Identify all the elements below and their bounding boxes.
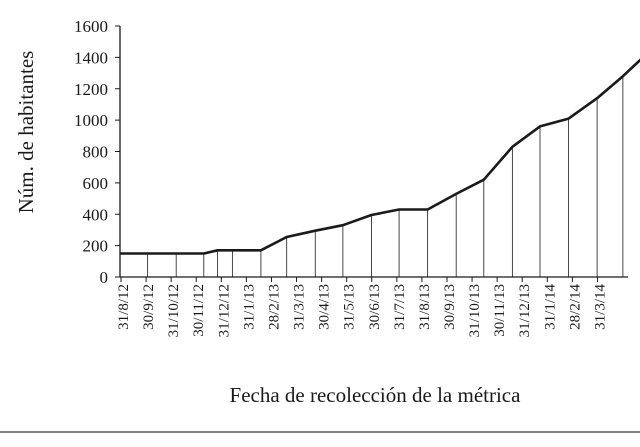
series-line — [120, 40, 640, 253]
y-tick-label: 200 — [83, 237, 109, 256]
series — [120, 40, 640, 254]
x-tick-label: 30/9/13 — [442, 284, 458, 330]
x-tick-label: 30/11/13 — [492, 284, 508, 337]
y-tick-label: 1600 — [74, 17, 108, 36]
y-tick-label: 800 — [83, 143, 109, 162]
x-tick-label: 31/10/12 — [166, 284, 182, 337]
y-axis-title: Núm. de habitantes — [14, 51, 38, 214]
x-axis-title: Fecha de recolección de la métrica — [230, 383, 522, 407]
x-tick-label: 28/2/14 — [567, 284, 583, 330]
y-tick-label: 400 — [83, 205, 109, 224]
y-tick-label: 1400 — [74, 48, 108, 67]
x-tick-label: 31/1/13 — [241, 284, 257, 330]
x-tick-label: 28/2/13 — [267, 284, 283, 330]
x-tick-label: 30/4/13 — [317, 284, 333, 330]
x-tick-label: 31/12/13 — [517, 284, 533, 337]
x-tick-label: 31/3/14 — [592, 284, 608, 330]
x-tick-label: 31/8/12 — [116, 284, 132, 330]
y-tick-label: 1200 — [74, 80, 108, 99]
y-tick-label: 600 — [83, 174, 109, 193]
x-tick-labels: 31/8/12 30/9/12 31/10/12 30/11/12 31/12/12 31… — [116, 284, 608, 338]
x-tick-label: 31/7/13 — [392, 284, 408, 330]
x-tick-label: 30/6/13 — [367, 284, 383, 330]
x-tick-label: 30/11/12 — [191, 284, 207, 337]
x-tick-label: 31/1/14 — [542, 284, 558, 330]
x-tick-label: 31/3/13 — [292, 284, 308, 330]
y-tick-label: 0 — [100, 268, 109, 287]
y-tick-labels: 0 200 400 600 800 1000 1200 1400 1600 — [74, 17, 108, 287]
x-tick-label: 30/9/12 — [141, 284, 157, 330]
y-tick-label: 1000 — [74, 111, 108, 130]
drop-lines — [120, 40, 640, 277]
x-tick-label: 31/12/12 — [216, 284, 232, 337]
x-tick-label: 31/5/13 — [342, 284, 358, 330]
x-tick-label: 31/8/13 — [417, 284, 433, 330]
x-tick-label: 31/10/13 — [467, 284, 483, 337]
